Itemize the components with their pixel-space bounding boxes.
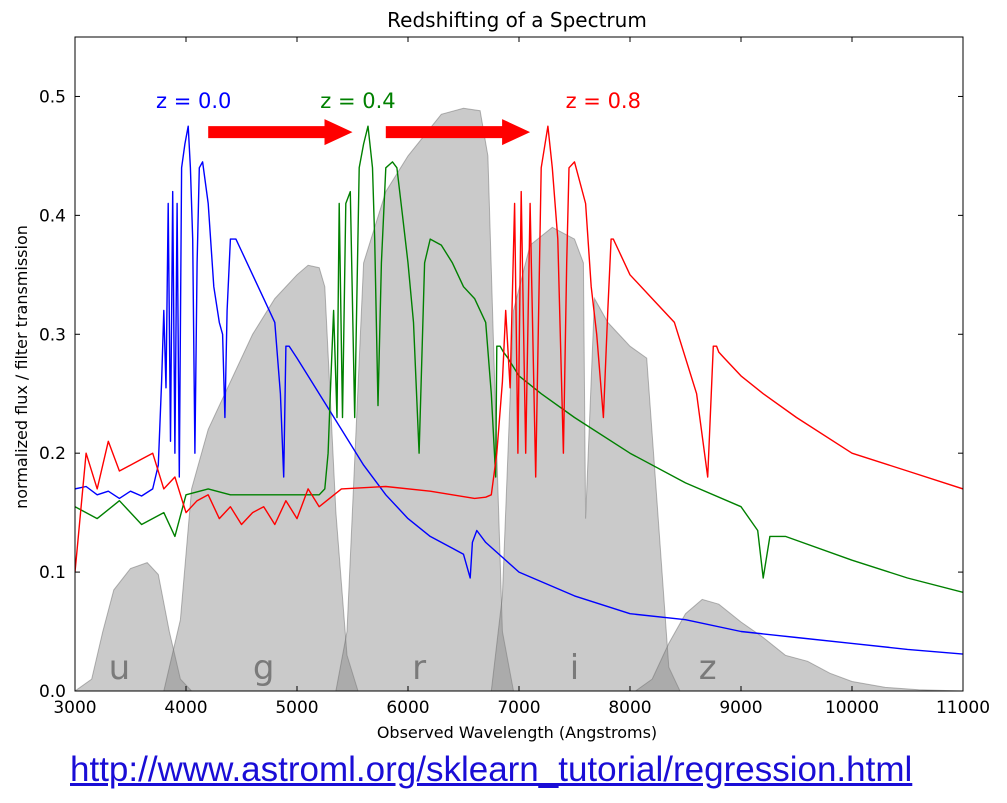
y-tick-label: 0.2	[39, 444, 66, 464]
filter-g-curve	[163, 264, 359, 691]
y-tick-label: 0.1	[39, 563, 66, 583]
y-tick-label: 0.0	[39, 682, 66, 702]
redshift-arrow-1	[208, 119, 353, 146]
x-tick-label: 3000	[53, 698, 96, 718]
x-tick-label: 7000	[497, 698, 540, 718]
redshift-chart: Redshifting of a Spectrum u g r i z z = 0.0 z …	[12, 8, 990, 742]
filter-z-curve	[634, 598, 963, 691]
x-axis-title: Observed Wavelength (Angstroms)	[377, 723, 657, 742]
spectrum-line-z04	[75, 125, 963, 593]
filter-label-z: z	[699, 648, 717, 688]
filter-label-r: r	[412, 648, 426, 688]
y-tick-label: 0.5	[39, 87, 66, 107]
z-label-08: z = 0.8	[566, 89, 641, 113]
x-tick-label: 11000	[936, 698, 990, 718]
y-tick-label: 0.3	[39, 325, 66, 345]
x-tick-label: 4000	[164, 698, 207, 718]
redshift-arrow-2	[385, 119, 531, 146]
filter-label-g: g	[253, 648, 275, 688]
spectrum-line-z08	[75, 125, 963, 573]
filter-u-curve	[75, 562, 193, 691]
x-tick-label: 6000	[386, 698, 429, 718]
y-tick-label: 0.4	[39, 206, 66, 226]
plot-area: u g r i z z = 0.0 z = 0.4 z = 0.8 3000 4000 5000 60…	[39, 36, 990, 718]
x-tick-label: 8000	[608, 698, 651, 718]
z-label-00: z = 0.0	[156, 89, 231, 113]
z-label-04: z = 0.4	[320, 89, 395, 113]
y-axis-title: normalized flux / filter transmission	[12, 225, 31, 509]
x-tick-label: 10000	[825, 698, 879, 718]
x-tick-label: 9000	[719, 698, 762, 718]
spectrum-line-z00	[75, 125, 963, 655]
x-tick-label: 5000	[275, 698, 318, 718]
filter-label-i: i	[570, 648, 579, 688]
chart-title: Redshifting of a Spectrum	[387, 8, 647, 32]
filter-label-u: u	[109, 648, 131, 688]
source-link[interactable]: http://www.astroml.org/sklearn_tutorial/…	[70, 750, 913, 789]
filter-r-curve	[335, 107, 515, 691]
